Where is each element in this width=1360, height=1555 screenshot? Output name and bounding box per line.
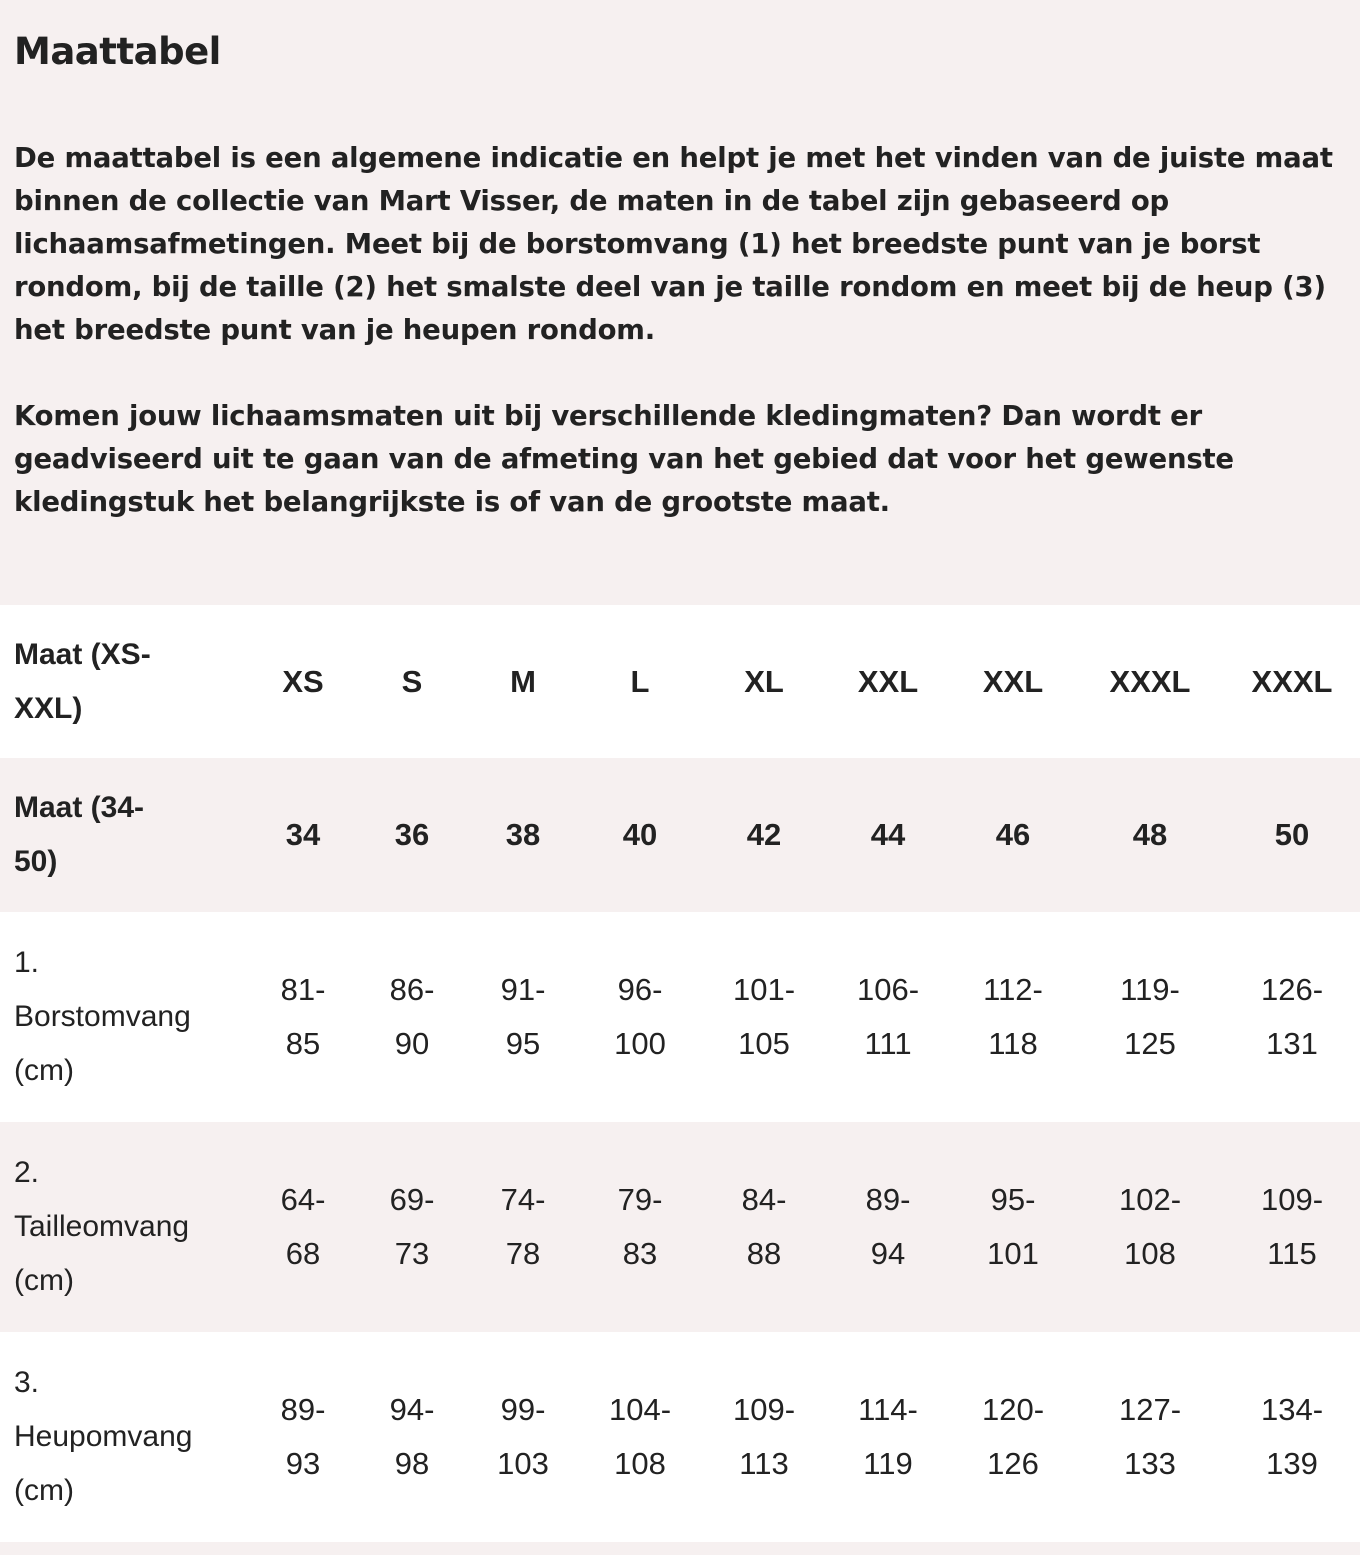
table-cell: 109- 115 [1260,1182,1324,1271]
table-cell: 46 [995,817,1031,852]
table-cell: 74- 78 [500,1182,546,1271]
table-cell: S [401,663,423,699]
table-cell: 112- 118 [983,972,1043,1061]
table-cell: 119- 125 [1120,972,1180,1061]
page-title: Maattabel [14,30,221,73]
table-cell: 96- 100 [614,972,666,1061]
table-cell: 81- 85 [280,972,326,1061]
table-cell: 91- 95 [500,972,546,1061]
table-cell: 109- 113 [732,1392,796,1481]
table-cell: 64- 68 [280,1182,326,1271]
table-cell: 89- 93 [280,1392,326,1481]
table-cell: XXL [857,663,919,699]
table-cell: 120- 126 [981,1392,1045,1481]
table-cell: 126- 131 [1260,972,1324,1061]
table-cell: L [630,663,650,699]
table-cell: 42 [746,817,782,852]
table-cell: XXXL [1251,663,1333,699]
row-label: 1. Borstomvang (cm) [14,946,191,1087]
table-cell: 38 [505,817,541,852]
table-cell: XXL [982,663,1044,699]
table-cell: 101- 105 [732,972,796,1061]
table-cell: 134- 139 [1260,1392,1324,1481]
size-table: Maat (XS- XXL) XS S M L XL XXL XXL XXXL XXXL Maat … [0,605,1360,1542]
table-cell: 104- 108 [608,1392,672,1481]
table-cell: 99- 103 [497,1392,549,1481]
table-cell: 50 [1274,817,1310,852]
table-cell: 86- 90 [389,972,435,1061]
table-cell: M [510,663,536,699]
row-label: 2. Tailleomvang (cm) [14,1156,190,1297]
intro-paragraph: De maattabel is een algemene indicatie e… [14,142,1333,346]
table-cell: XL [744,663,784,699]
table-cell: 48 [1132,817,1168,852]
table-cell: 106- 111 [856,972,920,1061]
table-cell: 44 [870,817,906,852]
row-number-sizes: Maat (34- 50) 34 36 38 40 42 44 46 48 50 [0,758,1360,912]
row-waist: 2. Tailleomvang (cm) 64- 68 69- 73 74- 78 79… [0,1122,1360,1332]
row-chest: 1. Borstomvang (cm) 81- 85 86- 90 91- 95 96-… [0,912,1360,1122]
table-cell: 94- 98 [389,1392,435,1481]
table-cell: 36 [394,817,430,852]
row-label: Maat (34- 50) [14,791,145,878]
table-cell: XS [282,663,324,699]
table-cell: 89- 94 [865,1182,911,1271]
table-cell: 127- 133 [1118,1392,1182,1481]
table-cell: 114- 119 [858,1392,918,1481]
row-letter-sizes: Maat (XS- XXL) XS S M L XL XXL XXL XXXL XXXL [0,605,1360,758]
row-hip: 3. Heupomvang (cm) 89- 93 94- 98 99- 103 104… [0,1332,1360,1542]
table-cell: 102- 108 [1118,1182,1182,1271]
row-label: Maat (XS- XXL) [14,637,151,725]
table-cell: 84- 88 [741,1182,787,1271]
table-cell: 79- 83 [617,1182,663,1271]
table-cell: XXXL [1109,663,1191,699]
table-cell: 95- 101 [987,1182,1039,1271]
advice-paragraph: Komen jouw lichaamsmaten uit bij verschi… [14,400,1234,518]
table-cell: 34 [285,817,321,852]
row-label: 3. Heupomvang (cm) [14,1366,193,1507]
table-cell: 40 [622,817,658,852]
table-cell: 69- 73 [389,1182,435,1271]
